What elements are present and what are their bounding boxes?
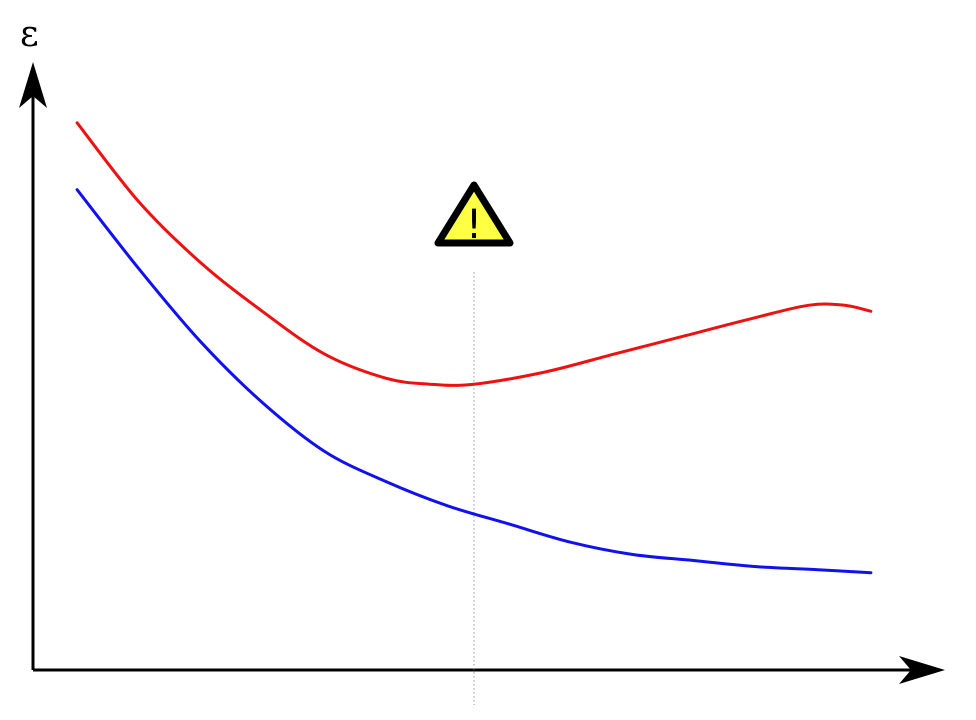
y-axis-arrowhead (19, 62, 47, 108)
series-line-2 (75, 188, 873, 575)
x-axis-arrowhead (899, 656, 945, 684)
warning-triangle-icon: ! (434, 181, 514, 248)
warning-exclamation-mark: ! (466, 202, 482, 248)
warning-triangle-shape (434, 181, 514, 247)
series-group (75, 121, 873, 575)
series-line-1 (75, 121, 873, 387)
marker-group: ! (434, 181, 514, 705)
y-axis-label: ε (20, 14, 39, 55)
